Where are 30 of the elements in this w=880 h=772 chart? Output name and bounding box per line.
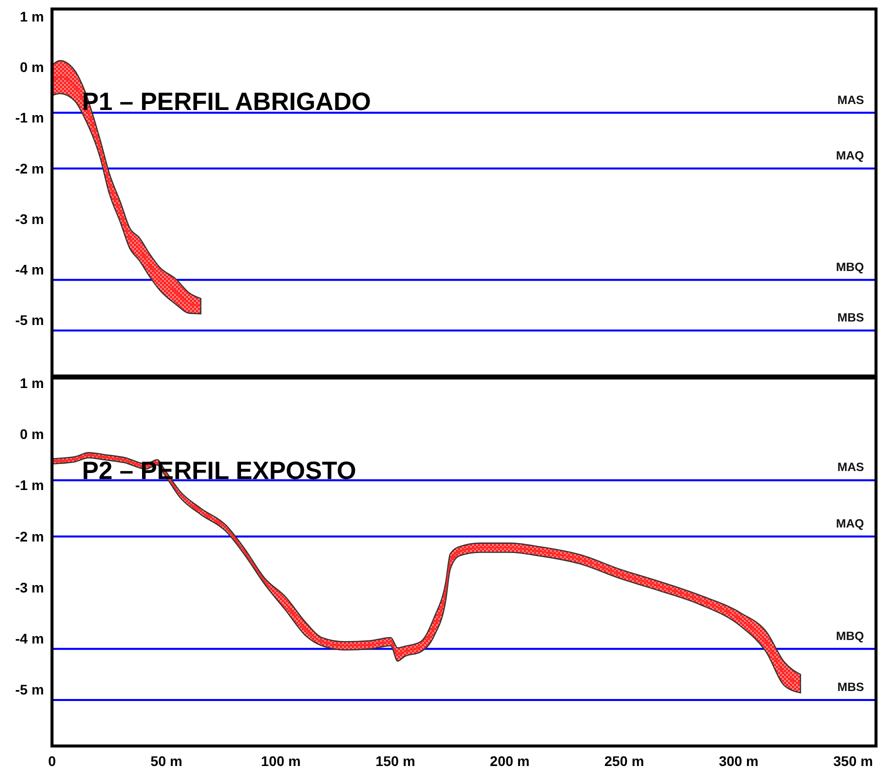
ref-line-label: MBQ <box>836 260 864 274</box>
x-tick-label: 0 <box>48 753 56 769</box>
y-tick-label: -2 m <box>15 160 44 176</box>
ref-line-label: MBS <box>837 680 864 694</box>
x-tick-label: 200 m <box>490 753 530 769</box>
y-tick-label: -1 m <box>15 110 44 126</box>
y-tick-label: -3 m <box>15 210 44 227</box>
y-tick-label: -5 m <box>15 682 44 698</box>
x-tick-label: 250 m <box>604 753 644 769</box>
y-tick-label: -4 m <box>15 262 44 278</box>
y-tick-label: -5 m <box>15 312 44 328</box>
x-tick-label: 300 m <box>718 753 759 769</box>
x-tick-label: 50 m <box>150 753 182 769</box>
y-tick-label: 0 m <box>20 59 44 76</box>
y-tick-label: -1 m <box>15 477 44 494</box>
ref-line-label: MAQ <box>836 148 864 162</box>
x-tick-label: 150 m <box>375 753 416 769</box>
x-tick-label: 100 m <box>261 753 301 769</box>
ref-line-label: MBQ <box>836 628 864 643</box>
x-tick-label: 350 m <box>833 753 873 769</box>
y-tick-label: 1 m <box>20 375 44 392</box>
y-tick-label: 1 m <box>20 8 44 24</box>
ref-line-label: MAQ <box>836 516 864 530</box>
y-tick-label: -4 m <box>15 630 44 647</box>
ref-line-label: MBS <box>837 310 864 324</box>
ref-line-label: MAS <box>837 92 864 107</box>
y-tick-label: 0 m <box>20 426 44 442</box>
ref-line-label: MAS <box>837 460 864 474</box>
y-tick-label: -3 m <box>15 579 44 596</box>
y-tick-label: -2 m <box>15 528 44 544</box>
